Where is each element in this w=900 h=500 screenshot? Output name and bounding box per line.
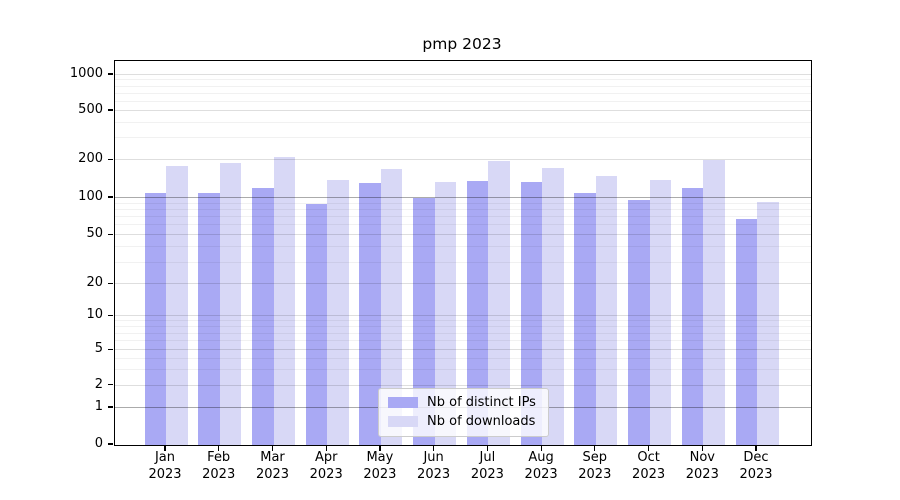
bars-layer: [115, 61, 811, 445]
bar-nb-of-distinct-ips-aug: [520, 181, 543, 445]
bar-nb-of-downloads-oct: [649, 180, 672, 445]
bar-nb-of-downloads-apr: [327, 180, 349, 445]
bar-nb-of-distinct-ips-nov: [681, 188, 704, 445]
x-tick-label-oct: Oct 2023: [632, 450, 666, 482]
x-tick-mark-mar: [271, 445, 274, 451]
x-tick-label-nov: Nov 2023: [685, 450, 719, 482]
chart-title: pmp 2023: [422, 35, 502, 53]
y-tick-label-10: 10: [86, 307, 103, 323]
y-tick-label-2: 2: [94, 376, 103, 392]
bar-nb-of-downloads-sep: [595, 175, 618, 445]
bar-nb-of-distinct-ips-may: [359, 183, 381, 445]
x-tick-label-jun: Jun 2023: [417, 450, 451, 482]
x-tick-mark-aug: [540, 445, 542, 451]
x-tick-mark-nov: [701, 445, 703, 451]
x-tick-label-dec: Dec 2023: [739, 450, 773, 482]
y-tick-label-1: 1: [94, 399, 103, 414]
y-tick-mark-50: [107, 233, 113, 235]
x-tick-label-sep: Sep 2023: [578, 450, 612, 482]
bar-nb-of-distinct-ips-oct: [628, 199, 650, 445]
bar-nb-of-downloads-feb: [219, 163, 242, 445]
legend-swatch-downloads: [388, 416, 418, 427]
legend-label-downloads: Nb of downloads: [427, 414, 536, 429]
x-tick-mark-may: [379, 445, 381, 451]
bar-nb-of-distinct-ips-jan: [144, 192, 166, 445]
bar-nb-of-downloads-aug: [542, 168, 564, 445]
bar-nb-of-downloads-jul: [488, 161, 510, 445]
x-tick-label-may: May 2023: [363, 450, 397, 482]
bar-nb-of-distinct-ips-jun: [413, 197, 435, 445]
x-tick-mark-sep: [594, 445, 596, 451]
bar-nb-of-downloads-may: [380, 169, 403, 445]
legend-item-distinct-ips: Nb of distinct IPs: [388, 395, 536, 410]
legend-swatch-distinct-ips: [388, 397, 418, 408]
x-tick-mark-oct: [648, 445, 650, 451]
bar-nb-of-downloads-dec: [757, 201, 779, 445]
y-tick-mark-100: [107, 196, 113, 198]
y-tick-label-50: 50: [86, 226, 103, 242]
y-tick-mark-10: [107, 314, 113, 316]
y-tick-mark-1: [107, 406, 113, 408]
y-tick-label-500: 500: [78, 102, 103, 117]
x-tick-label-aug: Aug 2023: [524, 450, 558, 482]
y-tick-mark-500: [107, 109, 113, 111]
x-tick-label-jul: Jul 2023: [470, 450, 504, 482]
y-tick-mark-1000: [107, 73, 113, 75]
y-tick-mark-2: [107, 384, 113, 386]
x-tick-mark-jan: [164, 445, 166, 451]
y-tick-label-200: 200: [78, 151, 103, 167]
x-tick-label-mar: Mar 2023: [255, 450, 290, 482]
bar-nb-of-distinct-ips-feb: [198, 192, 220, 445]
x-tick-label-jan: Jan 2023: [148, 450, 182, 482]
x-tick-label-feb: Feb 2023: [202, 450, 236, 482]
bar-nb-of-distinct-ips-dec: [735, 218, 757, 445]
bar-nb-of-distinct-ips-apr: [305, 204, 328, 445]
legend-item-downloads: Nb of downloads: [388, 414, 536, 429]
x-tick-mark-jul: [486, 445, 489, 451]
x-tick-mark-dec: [755, 445, 757, 451]
bar-nb-of-distinct-ips-sep: [574, 193, 596, 445]
legend: Nb of distinct IPs Nb of downloads: [378, 388, 549, 437]
legend-label-distinct-ips: Nb of distinct IPs: [427, 395, 536, 410]
y-tick-mark-200: [107, 158, 113, 160]
bar-nb-of-downloads-jan: [166, 166, 188, 445]
y-tick-label-20: 20: [86, 275, 103, 291]
bar-nb-of-downloads-jun: [434, 182, 457, 445]
bar-nb-of-downloads-mar: [273, 157, 295, 445]
y-tick-label-5: 5: [94, 341, 103, 357]
x-tick-mark-apr: [325, 445, 327, 451]
bar-nb-of-distinct-ips-jul: [466, 180, 489, 445]
x-tick-label-apr: Apr 2023: [309, 450, 343, 482]
y-tick-label-0: 0: [94, 436, 103, 451]
y-tick-label-1000: 1000: [69, 66, 103, 81]
y-tick-label-100: 100: [78, 188, 103, 204]
y-tick-mark-5: [107, 348, 113, 350]
y-tick-mark-0: [107, 443, 113, 445]
plot-area: Nb of distinct IPs Nb of downloads: [114, 60, 812, 446]
x-tick-mark-feb: [218, 445, 220, 451]
y-tick-mark-20: [107, 282, 113, 284]
bar-nb-of-distinct-ips-mar: [252, 188, 274, 445]
x-tick-mark-jun: [433, 445, 435, 451]
bar-nb-of-downloads-nov: [703, 160, 725, 445]
